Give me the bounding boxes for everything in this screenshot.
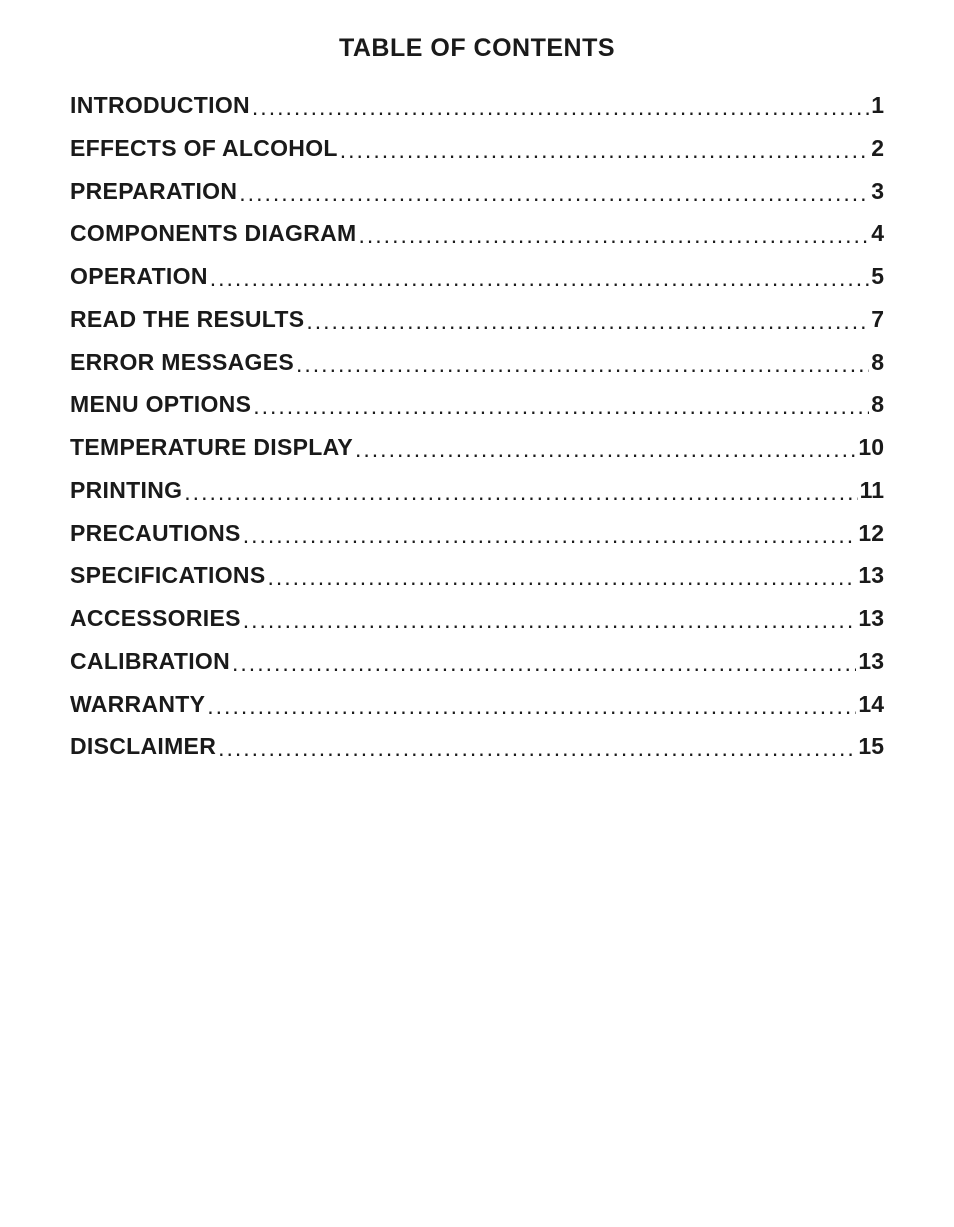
toc-entry-page: 13 — [856, 647, 884, 676]
toc-entry: DISCLAIMER 15 — [70, 732, 884, 761]
toc-entry-label: DISCLAIMER — [70, 732, 216, 761]
toc-entry-label: PREPARATION — [70, 177, 237, 206]
toc-entry: WARRANTY 14 — [70, 690, 884, 719]
toc-entry: ACCESSORIES 13 — [70, 604, 884, 633]
toc-entry-page: 14 — [856, 690, 884, 719]
toc-entry-label: SPECIFICATIONS — [70, 561, 265, 590]
toc-leader — [241, 606, 857, 635]
toc-title: TABLE OF CONTENTS — [70, 34, 884, 63]
toc-entry: READ THE RESULTS 7 — [70, 305, 884, 334]
toc-leader — [205, 692, 856, 721]
toc-leader — [250, 93, 869, 122]
toc-entry-label: WARRANTY — [70, 690, 205, 719]
toc-entry-page: 4 — [869, 219, 884, 248]
toc-entry-page: 5 — [869, 262, 884, 291]
toc-leader — [251, 392, 869, 421]
toc-leader — [338, 136, 869, 165]
toc-entry-label: COMPONENTS DIAGRAM — [70, 219, 357, 248]
toc-entry-page: 2 — [869, 134, 884, 163]
toc-entry-label: PRINTING — [70, 476, 182, 505]
toc-entry-label: MENU OPTIONS — [70, 390, 251, 419]
toc-entry-page: 13 — [856, 561, 884, 590]
toc-entry-page: 3 — [869, 177, 884, 206]
toc-leader — [208, 264, 869, 293]
toc-entry-page: 8 — [869, 390, 884, 419]
toc-entry: PRINTING 11 — [70, 476, 884, 505]
toc-entry: OPERATION 5 — [70, 262, 884, 291]
toc-entry-label: INTRODUCTION — [70, 91, 250, 120]
toc-leader — [357, 221, 870, 250]
toc-leader — [294, 350, 869, 379]
toc-leader — [304, 307, 869, 336]
toc-leader — [182, 478, 857, 507]
toc-leader — [216, 734, 856, 763]
toc-entry-label: ERROR MESSAGES — [70, 348, 294, 377]
toc-entry-label: PRECAUTIONS — [70, 519, 241, 548]
toc-leader — [230, 649, 856, 678]
toc-list: INTRODUCTION 1 EFFECTS OF ALCOHOL 2 PREP… — [70, 91, 884, 761]
toc-entry-page: 10 — [856, 433, 884, 462]
toc-entry: CALIBRATION 13 — [70, 647, 884, 676]
toc-entry-label: EFFECTS OF ALCOHOL — [70, 134, 338, 163]
toc-entry-label: READ THE RESULTS — [70, 305, 304, 334]
toc-leader — [265, 563, 856, 592]
toc-leader — [353, 435, 856, 464]
toc-entry-page: 8 — [869, 348, 884, 377]
toc-entry: PREPARATION 3 — [70, 177, 884, 206]
toc-entry: TEMPERATURE DISPLAY 10 — [70, 433, 884, 462]
toc-entry: INTRODUCTION 1 — [70, 91, 884, 120]
toc-entry-page: 1 — [869, 91, 884, 120]
toc-entry-page: 15 — [856, 732, 884, 761]
toc-entry-page: 12 — [856, 519, 884, 548]
toc-entry: EFFECTS OF ALCOHOL 2 — [70, 134, 884, 163]
toc-entry-page: 13 — [856, 604, 884, 633]
toc-entry-page: 7 — [869, 305, 884, 334]
toc-entry: ERROR MESSAGES 8 — [70, 348, 884, 377]
toc-entry-label: OPERATION — [70, 262, 208, 291]
toc-entry: COMPONENTS DIAGRAM 4 — [70, 219, 884, 248]
document-page: TABLE OF CONTENTS INTRODUCTION 1 EFFECTS… — [0, 0, 954, 1227]
toc-entry-label: CALIBRATION — [70, 647, 230, 676]
toc-leader — [237, 179, 869, 208]
toc-entry-label: ACCESSORIES — [70, 604, 241, 633]
toc-entry: SPECIFICATIONS 13 — [70, 561, 884, 590]
toc-entry: MENU OPTIONS 8 — [70, 390, 884, 419]
toc-entry: PRECAUTIONS 12 — [70, 519, 884, 548]
toc-entry-page: 11 — [858, 476, 884, 505]
toc-entry-label: TEMPERATURE DISPLAY — [70, 433, 353, 462]
toc-leader — [241, 521, 857, 550]
